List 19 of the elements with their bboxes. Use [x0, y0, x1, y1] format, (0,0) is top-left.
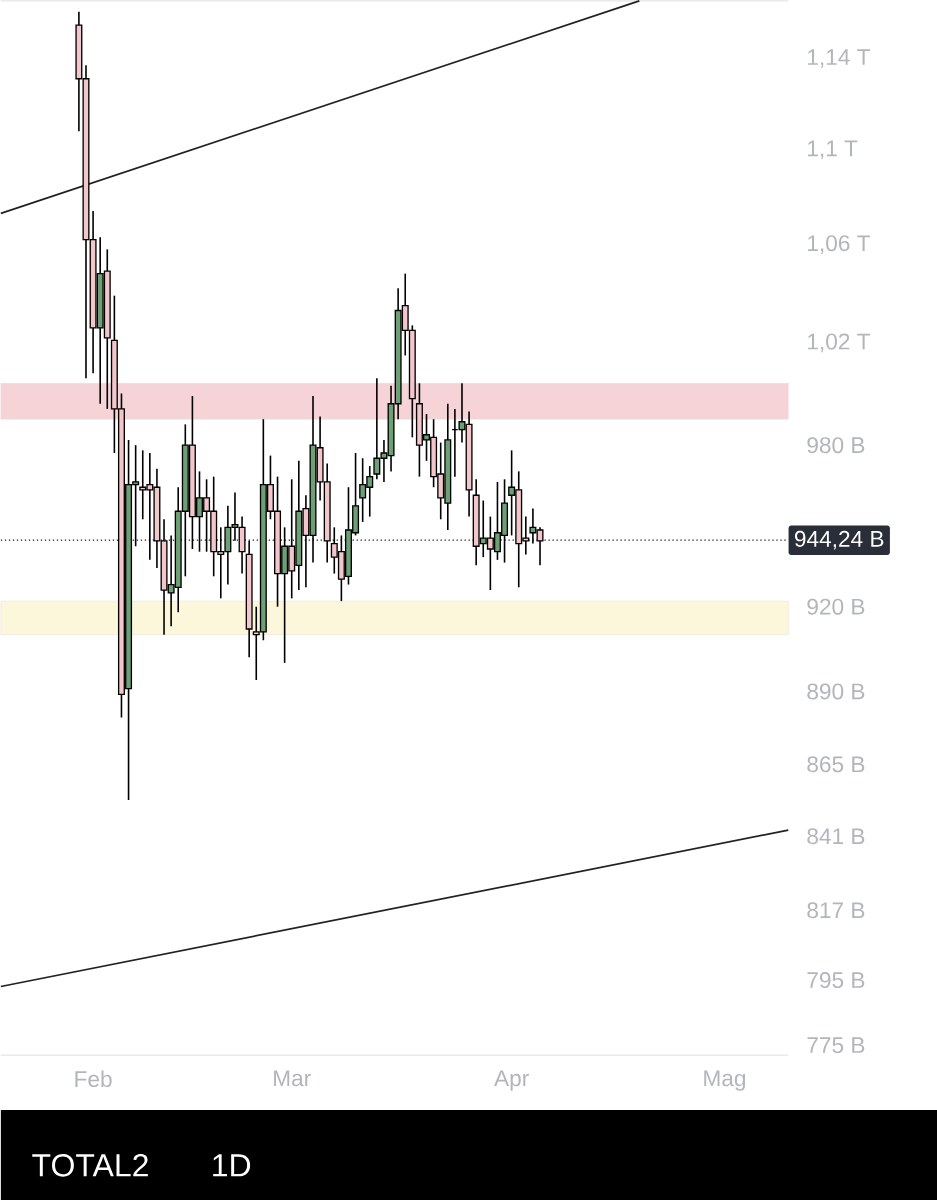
- y-tick-label: 980 B: [807, 437, 865, 454]
- y-tick-label: 841 B: [807, 828, 865, 845]
- y-tick-label: 795 B: [807, 972, 865, 989]
- y-tick-label: 817 B: [807, 902, 865, 919]
- y-tick-label: 890 B: [807, 683, 865, 700]
- text: 1D: [213, 1154, 251, 1177]
- x-tick-label: Apr: [493, 1070, 529, 1091]
- y-tick-label: 1,06 T: [807, 235, 870, 254]
- text: TOTAL2: [32, 1154, 148, 1177]
- ref-line-label: 944,24 B: [794, 530, 884, 550]
- y-tick-label: 865 B: [807, 756, 865, 773]
- y-tick-label: 920 B: [807, 598, 865, 615]
- x-tick-label: Mag: [704, 1070, 745, 1091]
- y-tick-label: 1,02 T: [807, 333, 870, 353]
- y-tick-label: 775 B: [807, 1037, 865, 1054]
- x-tick-label: Feb: [75, 1070, 112, 1088]
- x-tick-label: Mar: [273, 1070, 311, 1087]
- y-tick-label: 1,14 T: [807, 49, 870, 68]
- y-tick-label: 1,1 T: [807, 140, 858, 160]
